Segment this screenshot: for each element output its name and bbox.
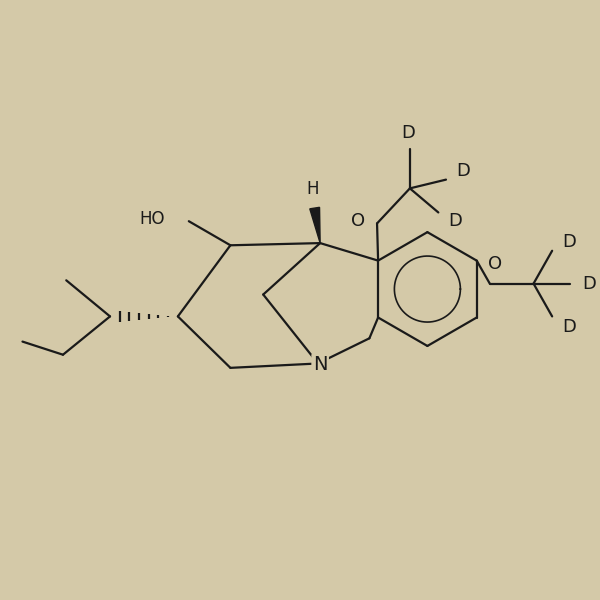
Text: D: D (563, 233, 577, 251)
Text: O: O (352, 212, 365, 230)
Text: D: D (448, 212, 461, 230)
Text: D: D (563, 319, 577, 337)
Text: D: D (457, 162, 470, 180)
Text: D: D (583, 275, 596, 293)
Text: N: N (313, 355, 328, 374)
Text: O: O (488, 255, 502, 273)
Polygon shape (310, 208, 320, 243)
Text: H: H (306, 181, 319, 199)
Text: HO: HO (139, 210, 165, 228)
Text: D: D (401, 124, 415, 142)
